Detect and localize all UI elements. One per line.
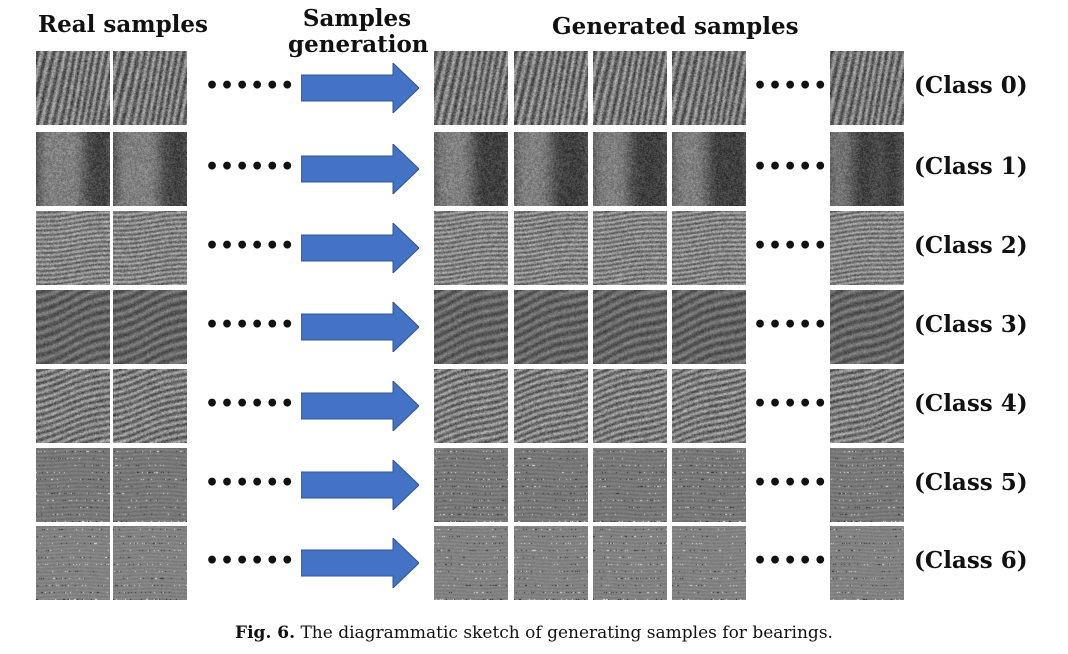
ellipsis-real: •••••• (205, 233, 296, 259)
ellipsis-real: •••••• (205, 391, 296, 417)
arrow-shape (301, 302, 419, 352)
generated-sample-tile (593, 448, 667, 522)
ellipsis-generated: •••••• (753, 391, 844, 417)
real-sample-tile (36, 51, 110, 125)
generated-sample-tile (672, 132, 746, 206)
real-sample-tile (113, 290, 187, 364)
ellipsis-generated: •••••• (753, 233, 844, 259)
generated-sample-tile (514, 369, 588, 443)
generated-sample-tile (593, 211, 667, 285)
generated-sample-tile (672, 290, 746, 364)
class-row: •••••• •••••• (Class 4) (0, 369, 1068, 443)
arrow-shape (301, 538, 419, 588)
generated-sample-tile (434, 211, 508, 285)
real-sample-tile (113, 526, 187, 600)
class-label: (Class 4) (914, 390, 1028, 417)
generated-sample-tile (593, 526, 667, 600)
ellipsis-real: •••••• (205, 470, 296, 496)
samples-generation-line-2: generation (288, 31, 429, 58)
ellipsis-generated: •••••• (753, 73, 844, 99)
generated-sample-tile (514, 290, 588, 364)
class-label: (Class 1) (914, 153, 1028, 180)
class-label: (Class 2) (914, 232, 1028, 259)
generated-sample-tile (593, 290, 667, 364)
arrow-shape (301, 223, 419, 273)
ellipsis-real: •••••• (205, 312, 296, 338)
generated-sample-tile (830, 132, 904, 206)
generated-sample-tile (434, 132, 508, 206)
real-sample-tile (36, 290, 110, 364)
generation-arrow (301, 302, 419, 352)
generated-sample-tile (672, 369, 746, 443)
generated-sample-tile (672, 526, 746, 600)
generated-samples-header: Generated samples (552, 13, 799, 40)
ellipsis-generated: •••••• (753, 548, 844, 574)
generated-sample-tile (593, 369, 667, 443)
generated-sample-tile (830, 526, 904, 600)
ellipsis-generated: •••••• (753, 154, 844, 180)
generation-arrow (301, 144, 419, 194)
real-sample-tile (113, 51, 187, 125)
real-sample-tile (36, 132, 110, 206)
real-sample-tile (113, 132, 187, 206)
generated-sample-tile (593, 132, 667, 206)
generated-sample-tile (434, 290, 508, 364)
figure-caption: Fig. 6. The diagrammatic sketch of gener… (0, 622, 1068, 644)
class-label: (Class 5) (914, 469, 1028, 496)
class-row: •••••• •••••• (Class 2) (0, 211, 1068, 285)
generated-sample-tile (514, 211, 588, 285)
samples-generation-line-1: Samples (302, 5, 412, 32)
arrow-shape (301, 144, 419, 194)
generated-sample-tile (514, 132, 588, 206)
generated-sample-tile (434, 448, 508, 522)
figure-caption-text: The diagrammatic sketch of generating sa… (300, 623, 833, 643)
generation-arrow (301, 63, 419, 113)
generated-sample-tile (830, 51, 904, 125)
generated-sample-tile (434, 369, 508, 443)
class-label: (Class 3) (914, 311, 1028, 338)
generated-sample-tile (830, 211, 904, 285)
ellipsis-generated: •••••• (753, 312, 844, 338)
generated-sample-tile (593, 51, 667, 125)
generation-arrow (301, 223, 419, 273)
real-sample-tile (113, 448, 187, 522)
generated-sample-tile (514, 526, 588, 600)
generated-sample-tile (434, 526, 508, 600)
generation-arrow (301, 381, 419, 431)
class-label: (Class 0) (914, 72, 1028, 99)
ellipsis-real: •••••• (205, 73, 296, 99)
ellipsis-real: •••••• (205, 548, 296, 574)
generated-sample-tile (830, 448, 904, 522)
arrow-shape (301, 381, 419, 431)
real-sample-tile (36, 526, 110, 600)
class-row: •••••• •••••• (Class 1) (0, 132, 1068, 206)
real-sample-tile (36, 211, 110, 285)
generated-sample-tile (672, 211, 746, 285)
generation-arrow (301, 460, 419, 510)
class-label: (Class 6) (914, 547, 1028, 574)
generated-sample-tile (830, 369, 904, 443)
real-sample-tile (36, 369, 110, 443)
generation-arrow (301, 538, 419, 588)
class-row: •••••• •••••• (Class 3) (0, 290, 1068, 364)
real-sample-tile (113, 211, 187, 285)
class-row: •••••• •••••• (Class 5) (0, 448, 1068, 522)
generated-sample-tile (514, 51, 588, 125)
generated-sample-tile (434, 51, 508, 125)
class-row: •••••• •••••• (Class 0) (0, 51, 1068, 125)
class-row: •••••• •••••• (Class 6) (0, 526, 1068, 600)
samples-generation-header: Samples generation (288, 5, 429, 58)
generated-sample-tile (672, 51, 746, 125)
generated-sample-tile (672, 448, 746, 522)
real-samples-header: Real samples (38, 11, 208, 38)
real-sample-tile (36, 448, 110, 522)
generated-sample-tile (514, 448, 588, 522)
ellipsis-real: •••••• (205, 154, 296, 180)
ellipsis-generated: •••••• (753, 470, 844, 496)
arrow-shape (301, 460, 419, 510)
figure-caption-label: Fig. 6. (235, 623, 296, 643)
real-sample-tile (113, 369, 187, 443)
generated-sample-tile (830, 290, 904, 364)
arrow-shape (301, 63, 419, 113)
